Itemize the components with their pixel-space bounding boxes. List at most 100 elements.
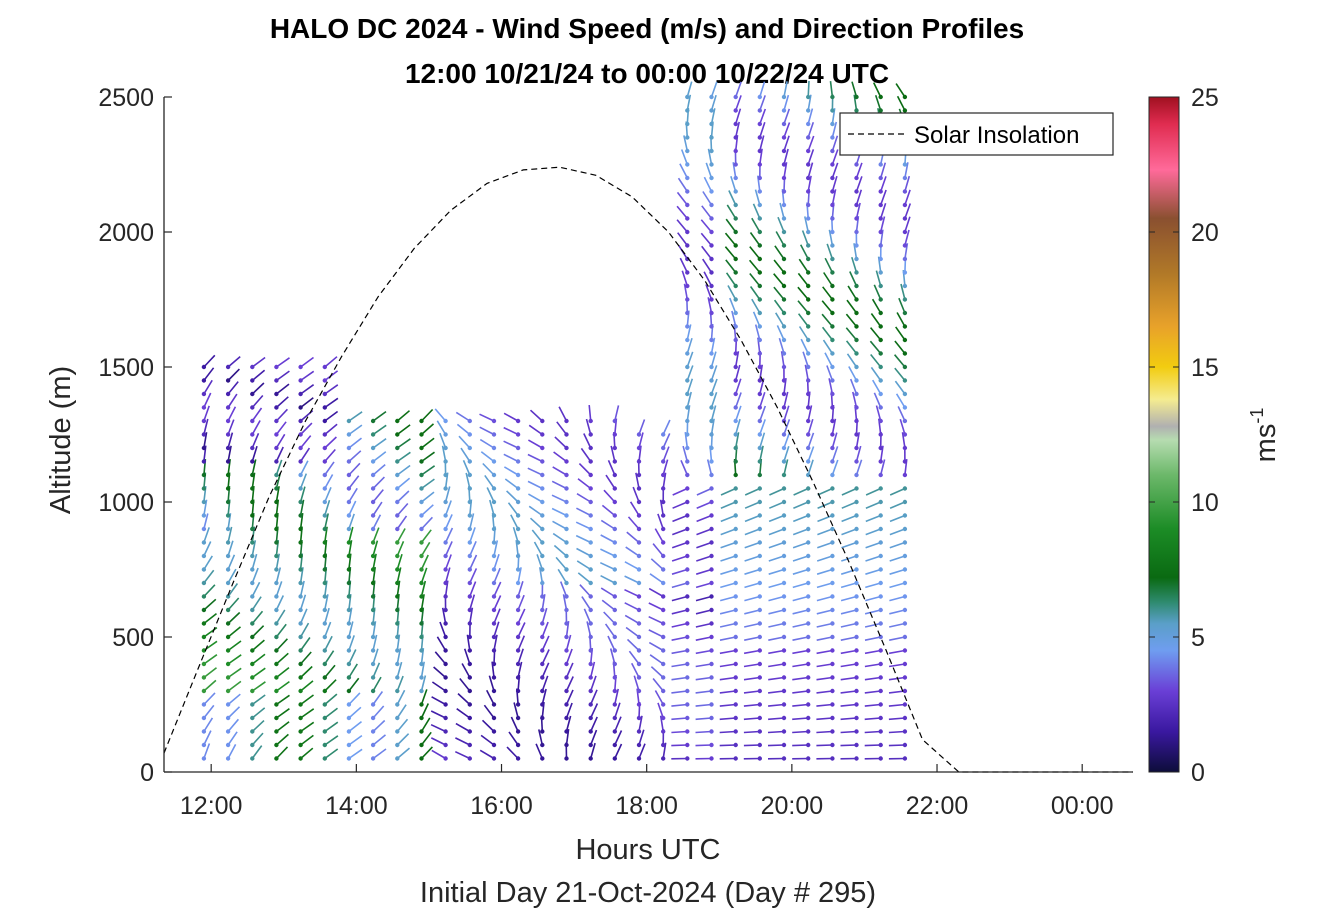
wind-barb-dot: [806, 432, 811, 437]
wind-barb-dot: [661, 580, 666, 586]
wind-barb-dot: [515, 607, 521, 613]
wind-barb: [441, 607, 447, 624]
wind-barb-dot: [733, 607, 738, 613]
wind-barb-dot: [201, 499, 207, 505]
wind-barb: [528, 424, 543, 436]
wind-barb: [203, 541, 212, 557]
wind-barb: [507, 502, 519, 516]
wind-barb: [754, 189, 761, 206]
wind-barb: [778, 337, 785, 354]
wind-barb: [553, 451, 567, 463]
wind-barb: [695, 730, 712, 734]
wind-barb: [324, 621, 332, 638]
wind-barb-dot: [322, 729, 327, 734]
wind-barb-dot: [878, 594, 883, 599]
wind-barb: [734, 81, 742, 98]
wind-barb-dot: [806, 472, 811, 478]
wind-barb-dot: [709, 445, 714, 451]
wind-barb-dot: [806, 621, 811, 626]
wind-barb-dot: [757, 675, 762, 680]
wind-barb: [396, 410, 411, 422]
wind-barb-dot: [902, 702, 908, 707]
wind-barb-dot: [902, 567, 908, 572]
wind-barb: [849, 271, 858, 287]
wind-barb-dot: [685, 216, 690, 221]
wind-barb-dot: [902, 634, 908, 640]
wind-barb-dot: [685, 553, 690, 559]
wind-barb: [469, 527, 476, 543]
wind-barb: [227, 445, 232, 462]
wind-barb-dot: [274, 607, 279, 613]
wind-barb: [831, 175, 838, 192]
wind-barb: [695, 703, 712, 707]
wind-barb: [348, 462, 361, 476]
wind-barb: [875, 270, 882, 287]
wind-barb: [324, 693, 338, 706]
wind-barb: [734, 121, 740, 138]
wind-barb: [845, 313, 858, 328]
wind-barb: [459, 678, 471, 692]
wind-barb-dot: [854, 621, 859, 626]
wind-barb-dot: [854, 756, 859, 761]
wind-barb-dot: [298, 715, 303, 721]
wind-barb-dot: [902, 108, 908, 113]
wind-barb-dot: [757, 634, 762, 640]
wind-barb: [227, 381, 239, 395]
wind-barb-dot: [419, 540, 424, 545]
wind-barb-dot: [685, 486, 690, 491]
wind-barb: [482, 462, 495, 476]
wind-barb: [493, 567, 501, 584]
wind-barb: [324, 423, 338, 436]
wind-barb: [816, 703, 833, 707]
wind-barb-dot: [419, 526, 424, 532]
wind-barb-dot: [564, 661, 569, 667]
wind-barb: [227, 526, 233, 543]
wind-barb: [768, 622, 785, 628]
wind-barb-dot: [612, 486, 617, 491]
wind-barb-dot: [709, 567, 714, 572]
wind-barb-dot: [878, 513, 883, 518]
wind-barb: [657, 513, 664, 530]
wind-barb: [870, 313, 882, 327]
wind-barb: [348, 513, 355, 530]
wind-barb-dot: [540, 661, 545, 667]
wind-barbs-layer: [201, 80, 912, 761]
wind-barb-dot: [636, 594, 642, 599]
wind-barb-dot: [491, 567, 497, 572]
wind-barb: [821, 313, 834, 328]
wind-barb: [433, 666, 447, 679]
wind-barb: [649, 573, 664, 584]
wind-barb-dot: [709, 486, 714, 491]
wind-barb: [434, 408, 447, 422]
wind-barb: [493, 634, 498, 651]
wind-barb-dot: [588, 513, 593, 518]
wind-barb-dot: [757, 351, 762, 356]
wind-barb-dot: [515, 715, 521, 721]
wind-barb-dot: [564, 607, 569, 613]
wind-barb: [638, 729, 645, 746]
wind-barb: [396, 540, 405, 557]
wind-barb: [893, 354, 906, 368]
wind-barb-dot: [250, 675, 255, 680]
wind-barb: [251, 432, 260, 449]
wind-barb: [624, 561, 640, 571]
wind-barb-dot: [588, 499, 593, 505]
wind-barb-dot: [781, 270, 787, 275]
wind-barb: [807, 446, 815, 462]
wind-barb: [372, 662, 381, 678]
wind-barb: [744, 568, 761, 575]
wind-barb: [797, 272, 809, 287]
wind-barb: [840, 730, 857, 734]
wind-barb: [686, 81, 693, 98]
wind-barb: [420, 567, 428, 584]
wind-barb-dot: [370, 621, 376, 626]
wind-barb-dot: [201, 580, 207, 586]
wind-barb-dot: [733, 445, 738, 451]
wind-barb-dot: [854, 418, 859, 424]
wind-barb-dot: [564, 472, 569, 478]
wind-barb-dot: [370, 513, 376, 518]
wind-barb: [686, 365, 694, 381]
wind-barb-dot: [491, 729, 497, 734]
wind-barb: [807, 162, 814, 179]
wind-barb-dot: [830, 459, 835, 464]
